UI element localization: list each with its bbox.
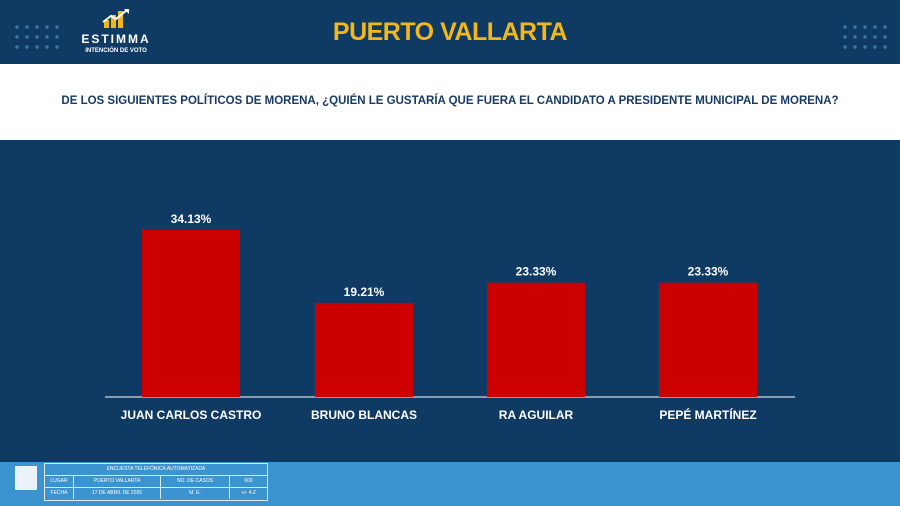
brand-name: ESTIMMA	[81, 32, 151, 46]
info-label: FECHA	[45, 488, 74, 499]
decorative-dots	[12, 22, 60, 52]
data-label: 34.13%	[171, 212, 212, 226]
survey-method: ENCUESTA TELEFÓNICA AUTOMATIZADA	[45, 464, 267, 476]
data-label: 23.33%	[516, 265, 557, 279]
decorative-dots	[840, 22, 888, 52]
bar	[315, 302, 413, 397]
category-label: PEPÉ MARTÍNEZ	[659, 407, 756, 422]
header: ESTIMMA INTENCIÓN DE VOTO PUERTO VALLART…	[0, 0, 900, 64]
info-value: 17 DE ABRIL DE 2026	[74, 488, 161, 499]
bar-chart: 34.13% JUAN CARLOS CASTRO 19.21% BRUNO BLAN…	[105, 212, 795, 422]
survey-question: DE LOS SIGUIENTES POLÍTICOS DE MORENA, ¿…	[61, 95, 839, 107]
info-row: FECHA 17 DE ABRIL DE 2026 M. E. +/- 4.2	[45, 488, 267, 499]
category-label: RA AGUILAR	[499, 408, 574, 422]
info-label: M. E.	[161, 488, 230, 499]
info-value: PUERTO VALLARTA	[74, 476, 161, 487]
page-title: PUERTO VALLARTA	[332, 18, 568, 46]
footer-mark	[15, 466, 37, 490]
info-value: +/- 4.2	[241, 490, 256, 496]
bar	[142, 229, 240, 397]
bar	[487, 282, 585, 397]
bar-chart-logo-icon	[102, 9, 129, 28]
info-label: LUGAR	[45, 476, 74, 487]
bar	[659, 282, 757, 397]
bottom-band	[0, 462, 900, 506]
brand-logo: ESTIMMA INTENCIÓN DE VOTO	[76, 8, 156, 58]
brand-tagline: INTENCIÓN DE VOTO	[85, 48, 147, 54]
info-row: LUGAR PUERTO VALLARTA NO. DE CASOS 600	[45, 476, 267, 488]
question-band: DE LOS SIGUIENTES POLÍTICOS DE MORENA, ¿…	[0, 64, 900, 140]
data-label: 19.21%	[344, 285, 385, 299]
survey-info-table: ENCUESTA TELEFÓNICA AUTOMATIZADA LUGAR P…	[44, 463, 268, 501]
info-value: 600	[244, 478, 253, 484]
category-label: BRUNO BLANCAS	[311, 408, 417, 422]
info-label: NO. DE CASOS	[161, 476, 230, 487]
data-label: 23.33%	[688, 265, 729, 279]
category-label: JUAN CARLOS CASTRO	[121, 408, 262, 422]
